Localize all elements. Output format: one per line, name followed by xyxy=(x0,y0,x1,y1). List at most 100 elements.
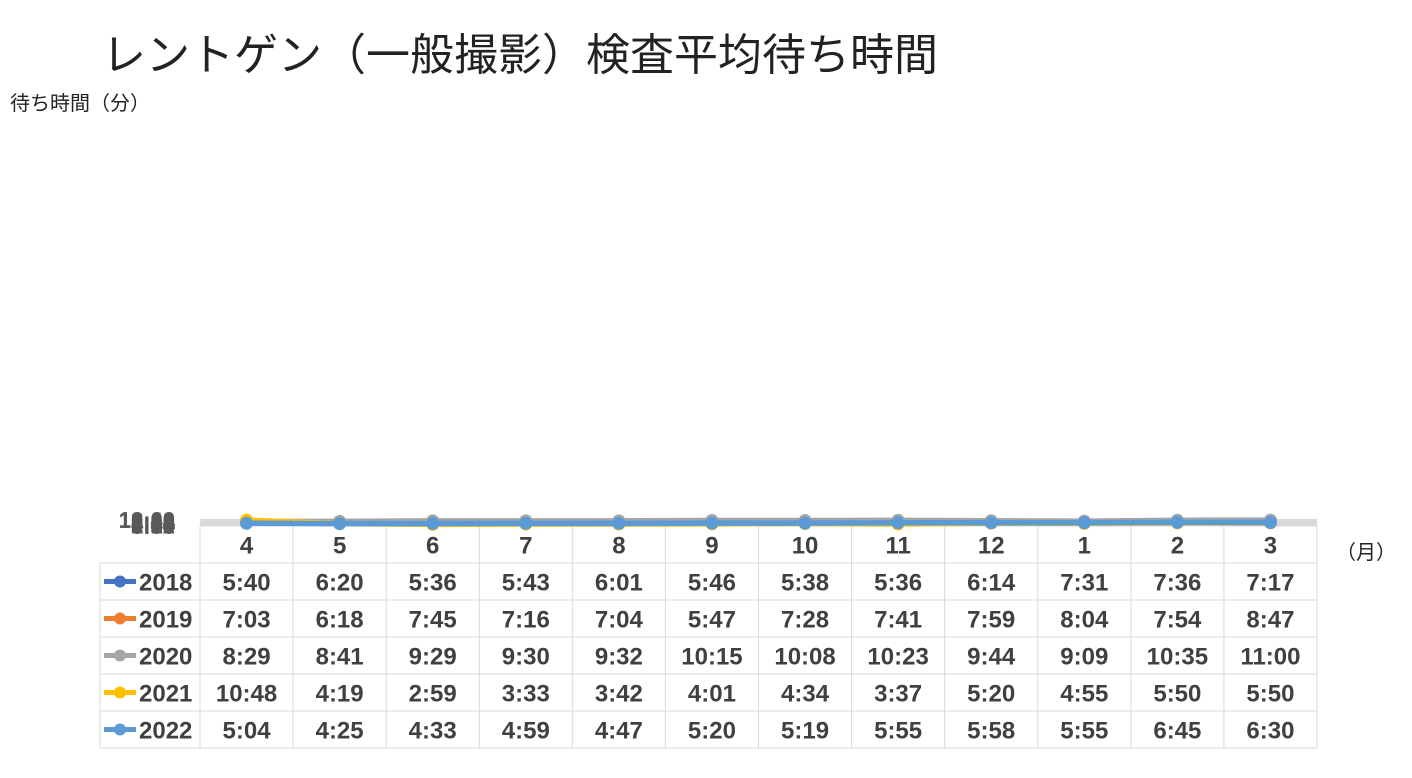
y-axis-ticks: 0:001:122:243:364:486:007:128:249:3610:4… xyxy=(119,508,176,539)
y-tick-label: 1:12 xyxy=(131,513,175,538)
data-cell: 7:36 xyxy=(1153,570,1201,597)
data-point xyxy=(240,516,254,530)
data-cell: 4:19 xyxy=(316,681,364,708)
data-cell: 10:15 xyxy=(681,644,742,671)
data-cell: 5:36 xyxy=(874,570,922,597)
data-cell: 4:59 xyxy=(502,718,550,745)
data-cell: 5:20 xyxy=(967,681,1015,708)
data-point xyxy=(333,517,347,531)
series-name-label: 2020 xyxy=(139,644,192,671)
data-cell: 6:14 xyxy=(967,570,1016,597)
x-tick-label: 2 xyxy=(1171,533,1184,560)
series-lines xyxy=(240,513,1277,531)
x-tick-label: 3 xyxy=(1264,533,1277,560)
data-cell: 9:32 xyxy=(595,644,643,671)
x-tick-label: 9 xyxy=(705,533,718,560)
y-tick-label: 4:48 xyxy=(131,511,175,536)
data-cell: 7:16 xyxy=(502,607,550,634)
data-point xyxy=(1077,516,1091,530)
data-point xyxy=(705,516,719,530)
data-cell: 7:31 xyxy=(1060,570,1108,597)
data-point xyxy=(984,516,998,530)
y-tick-label: 0:00 xyxy=(131,514,175,539)
x-tick-label: 6 xyxy=(426,533,439,560)
data-cell: 5:36 xyxy=(409,570,457,597)
chart-title: レントゲン（一般撮影）検査平均待ち時間 xyxy=(102,30,938,81)
series-name-label: 2018 xyxy=(139,570,192,597)
data-cell: 5:50 xyxy=(1153,681,1201,708)
data-cell: 4:55 xyxy=(1060,681,1108,708)
x-tick-label: 1 xyxy=(1078,533,1091,560)
y-tick-label: 7:12 xyxy=(131,510,175,535)
data-cell: 7:17 xyxy=(1246,570,1294,597)
data-cell: 3:37 xyxy=(874,681,922,708)
data-cell: 5:58 xyxy=(967,718,1015,745)
y-tick-label: 3:36 xyxy=(131,512,175,537)
legend-key-marker xyxy=(114,649,126,662)
x-tick-label: 7 xyxy=(519,533,532,560)
data-cell: 4:25 xyxy=(316,718,364,745)
data-cell: 7:41 xyxy=(874,607,922,634)
series-name-label: 2022 xyxy=(139,718,192,745)
legend-key-marker xyxy=(114,723,126,736)
series-line xyxy=(243,519,1274,527)
data-cell: 10:08 xyxy=(774,644,835,671)
data-cell: 4:01 xyxy=(688,681,736,708)
data-cell: 7:28 xyxy=(781,607,829,634)
data-cell: 5:40 xyxy=(223,570,271,597)
x-tick-label: 10 xyxy=(792,533,819,560)
data-cell: 10:23 xyxy=(867,644,928,671)
data-cell: 6:45 xyxy=(1153,718,1201,745)
data-cell: 9:29 xyxy=(409,644,457,671)
data-cell: 6:18 xyxy=(316,607,364,634)
data-cell: 8:29 xyxy=(223,644,271,671)
data-cell: 9:44 xyxy=(967,644,1016,671)
data-cell: 5:04 xyxy=(223,718,272,745)
data-point xyxy=(612,516,626,530)
data-cell: 3:33 xyxy=(502,681,550,708)
data-cell: 5:38 xyxy=(781,570,829,597)
data-cell: 11:00 xyxy=(1240,644,1300,671)
data-point xyxy=(1170,515,1184,529)
data-cell: 5:55 xyxy=(1060,718,1108,745)
data-cell: 6:20 xyxy=(316,570,364,597)
data-cell: 5:46 xyxy=(688,570,736,597)
y-tick-label: 10:48 xyxy=(119,508,175,533)
data-cell: 5:20 xyxy=(688,718,736,745)
data-cell: 3:42 xyxy=(595,681,643,708)
data-cell: 8:41 xyxy=(316,644,364,671)
data-cell: 9:09 xyxy=(1060,644,1108,671)
data-cell: 8:47 xyxy=(1246,607,1294,634)
data-cell: 8:04 xyxy=(1060,607,1109,634)
series-2022 xyxy=(240,515,1277,531)
legend-key-marker xyxy=(114,686,126,699)
data-cell: 7:54 xyxy=(1153,607,1202,634)
x-tick-label: 5 xyxy=(333,533,346,560)
x-tick-label: 11 xyxy=(885,533,910,560)
data-point xyxy=(798,516,812,530)
data-cell: 5:19 xyxy=(781,718,829,745)
data-cell: 10:35 xyxy=(1147,644,1208,671)
data-cell: 4:47 xyxy=(595,718,643,745)
y-tick-label: 2:24 xyxy=(131,513,176,538)
data-point xyxy=(519,516,533,530)
series-name-label: 2021 xyxy=(139,681,192,708)
data-cell: 6:01 xyxy=(595,570,643,597)
x-tick-label: 12 xyxy=(978,533,1005,560)
data-point xyxy=(1263,515,1277,529)
legend-key-marker xyxy=(114,575,126,588)
data-cell: 2:59 xyxy=(409,681,457,708)
data-cell: 5:55 xyxy=(874,718,922,745)
data-cell: 7:03 xyxy=(223,607,271,634)
data-cell: 5:47 xyxy=(688,607,736,634)
y-tick-label: 8:24 xyxy=(131,509,176,534)
x-tick-label: 8 xyxy=(612,533,625,560)
data-cell: 5:50 xyxy=(1246,681,1294,708)
x-tick-label: 4 xyxy=(240,533,254,560)
data-cell: 5:43 xyxy=(502,570,550,597)
data-cell: 4:34 xyxy=(781,681,830,708)
data-cell: 9:30 xyxy=(502,644,550,671)
data-cell: 7:45 xyxy=(409,607,457,634)
